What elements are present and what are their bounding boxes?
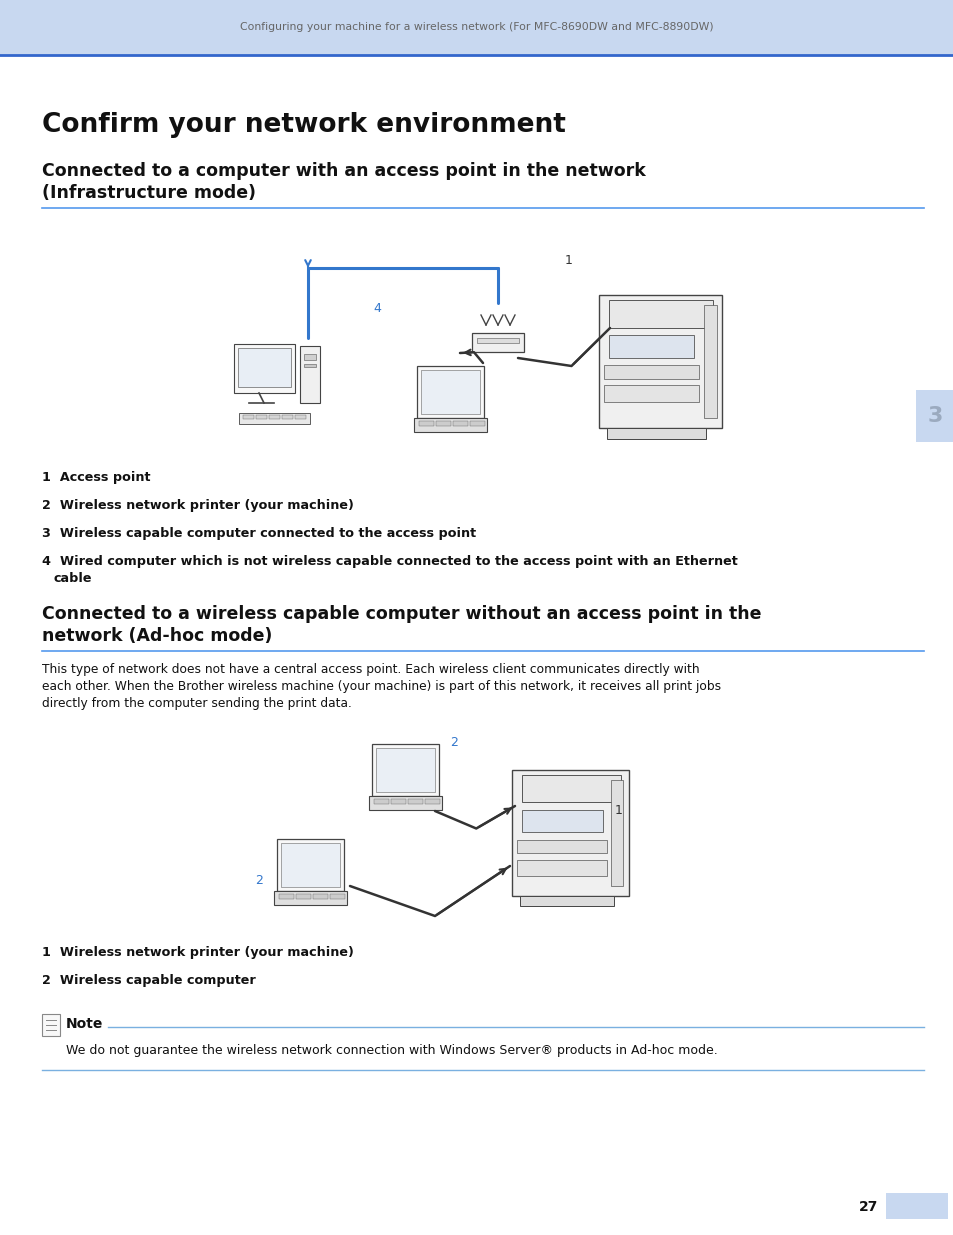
Text: (Infrastructure mode): (Infrastructure mode): [42, 184, 255, 203]
Text: 3: 3: [447, 387, 455, 399]
Bar: [295, 894, 311, 899]
Bar: [243, 415, 253, 419]
Bar: [703, 305, 717, 417]
Bar: [610, 781, 622, 885]
Bar: [885, 1193, 947, 1219]
Bar: [233, 345, 294, 393]
Text: Configuring your machine for a wireless network (For MFC-8690DW and MFC-8890DW): Configuring your machine for a wireless …: [240, 22, 713, 32]
Text: Note: Note: [66, 1016, 103, 1031]
Bar: [453, 421, 468, 426]
Bar: [299, 346, 319, 403]
Bar: [598, 295, 721, 429]
Text: 1: 1: [564, 254, 572, 268]
Bar: [603, 366, 699, 379]
Bar: [517, 840, 606, 853]
Text: 4  Wired computer which is not wireless capable connected to the access point wi: 4 Wired computer which is not wireless c…: [42, 555, 737, 568]
Bar: [278, 894, 294, 899]
Bar: [237, 348, 291, 387]
Bar: [521, 810, 602, 832]
Bar: [281, 844, 339, 887]
Bar: [608, 335, 693, 358]
Bar: [282, 415, 293, 419]
Text: network (Ad-hoc mode): network (Ad-hoc mode): [42, 627, 273, 645]
Bar: [517, 860, 606, 876]
Bar: [414, 417, 486, 432]
Text: 1: 1: [615, 804, 622, 818]
Text: Confirm your network environment: Confirm your network environment: [42, 112, 565, 138]
Text: Connected to a computer with an access point in the network: Connected to a computer with an access p…: [42, 162, 645, 180]
Bar: [915, 390, 953, 442]
Bar: [521, 776, 620, 802]
Bar: [418, 421, 434, 426]
Bar: [408, 799, 422, 804]
Bar: [603, 385, 699, 403]
Text: each other. When the Brother wireless machine (your machine) is part of this net: each other. When the Brother wireless ma…: [42, 680, 720, 693]
Bar: [391, 799, 406, 804]
Bar: [369, 797, 441, 810]
Bar: [269, 415, 280, 419]
Text: 4: 4: [373, 301, 380, 315]
Bar: [424, 799, 439, 804]
Text: We do not guarantee the wireless network connection with Windows Server® product: We do not guarantee the wireless network…: [66, 1044, 717, 1057]
Bar: [255, 415, 267, 419]
Text: 27: 27: [858, 1200, 878, 1214]
Bar: [372, 743, 438, 797]
Bar: [608, 300, 712, 329]
Text: 2: 2: [254, 874, 263, 888]
Bar: [276, 839, 344, 890]
Bar: [470, 421, 484, 426]
Bar: [416, 366, 483, 417]
Text: 2  Wireless network printer (your machine): 2 Wireless network printer (your machine…: [42, 499, 354, 513]
Text: 2: 2: [659, 321, 667, 335]
Text: cable: cable: [54, 572, 92, 585]
Text: Connected to a wireless capable computer without an access point in the: Connected to a wireless capable computer…: [42, 605, 760, 622]
Bar: [512, 769, 628, 897]
Bar: [606, 429, 705, 438]
Bar: [239, 412, 310, 424]
Bar: [304, 364, 315, 367]
Text: 2: 2: [450, 736, 457, 750]
Bar: [374, 799, 389, 804]
Bar: [274, 890, 347, 905]
Bar: [436, 421, 451, 426]
Bar: [375, 748, 435, 792]
Bar: [476, 338, 518, 343]
Bar: [42, 1014, 60, 1036]
Bar: [313, 894, 328, 899]
Bar: [0, 0, 953, 56]
Text: 3: 3: [926, 406, 942, 426]
Bar: [330, 894, 345, 899]
Bar: [304, 354, 315, 359]
Bar: [420, 370, 479, 414]
Bar: [294, 415, 306, 419]
Text: 3  Wireless capable computer connected to the access point: 3 Wireless capable computer connected to…: [42, 527, 476, 540]
Text: 1  Access point: 1 Access point: [42, 471, 151, 484]
Text: This type of network does not have a central access point. Each wireless client : This type of network does not have a cen…: [42, 663, 699, 676]
Bar: [472, 333, 523, 352]
Bar: [519, 897, 614, 906]
Text: directly from the computer sending the print data.: directly from the computer sending the p…: [42, 697, 352, 710]
Text: 2  Wireless capable computer: 2 Wireless capable computer: [42, 974, 255, 987]
Text: 1  Wireless network printer (your machine): 1 Wireless network printer (your machine…: [42, 946, 354, 960]
